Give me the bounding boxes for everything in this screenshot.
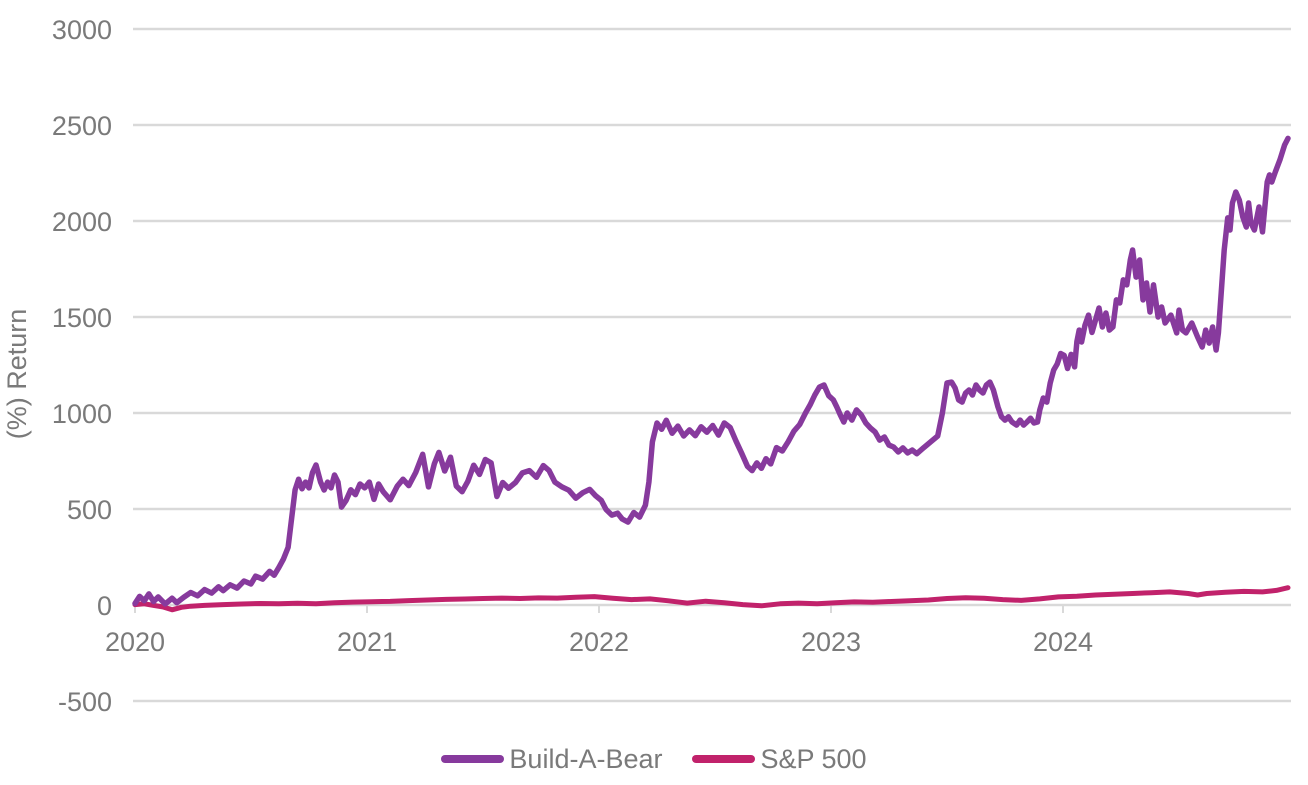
x-tick-label-2021: 2021 xyxy=(337,627,397,657)
y-axis-labels: 3000 2500 2000 1500 1000 500 0 -500 xyxy=(52,15,112,717)
y-tick-label-0: 0 xyxy=(97,591,112,621)
y-tick-label--500: -500 xyxy=(58,687,112,717)
x-tick-label-2022: 2022 xyxy=(569,627,629,657)
y-tick-label-2000: 2000 xyxy=(52,207,112,237)
x-tick-label-2023: 2023 xyxy=(801,627,861,657)
legend-swatch-s-p-500 xyxy=(692,755,756,763)
x-axis-ticks xyxy=(134,605,1064,613)
legend-label-s-p-500: S&P 500 xyxy=(760,743,867,774)
legend: Build-A-Bear S&P 500 xyxy=(0,739,1308,779)
legend-item-s-p-500: S&P 500 xyxy=(692,743,867,775)
series-lines xyxy=(132,135,1291,613)
y-tick-label-3000: 3000 xyxy=(52,15,112,45)
series-line-s-p-500 xyxy=(132,585,1291,613)
legend-swatch-build-a-bear xyxy=(441,755,505,763)
x-tick-label-2020: 2020 xyxy=(105,627,165,657)
y-tick-label-1000: 1000 xyxy=(52,399,112,429)
y-tick-label-500: 500 xyxy=(67,495,112,525)
legend-label-build-a-bear: Build-A-Bear xyxy=(509,743,663,774)
y-tick-label-2500: 2500 xyxy=(52,111,112,141)
y-tick-label-1500: 1500 xyxy=(52,303,112,333)
series-line-build-a-bear xyxy=(132,135,1291,607)
x-axis-labels: 2020 2021 2022 2023 2024 xyxy=(105,627,1093,657)
y-axis-title: (%) Return xyxy=(2,309,32,440)
legend-item-build-a-bear: Build-A-Bear xyxy=(441,744,662,775)
x-tick-label-2024: 2024 xyxy=(1033,627,1093,657)
